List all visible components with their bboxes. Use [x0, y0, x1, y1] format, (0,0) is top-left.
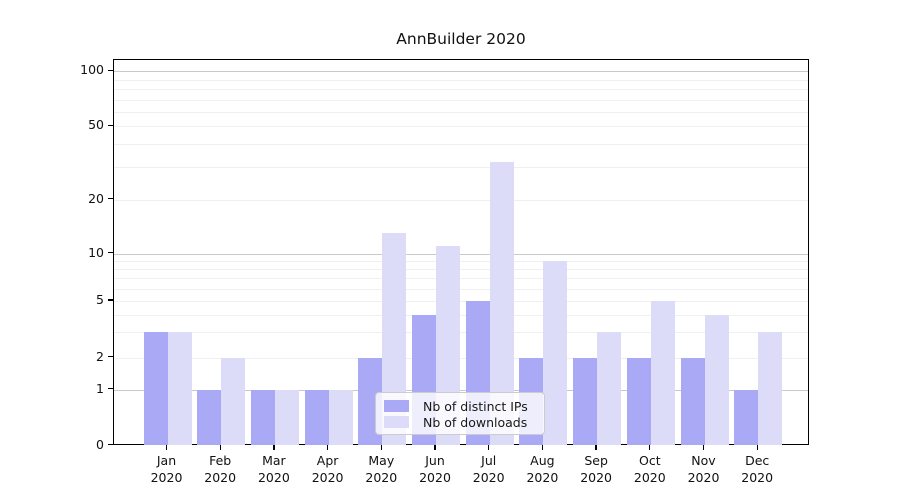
x-tick-mark [434, 445, 436, 450]
bar-distinct-ips-feb [197, 389, 222, 445]
x-tick-mark [326, 445, 329, 450]
y-tick-label: 5 [96, 292, 104, 307]
x-tick-mark [649, 445, 651, 450]
y-tick-label: 0 [96, 436, 104, 452]
y-tick-label: 20 [88, 190, 104, 206]
bar-distinct-ips-oct [626, 357, 651, 445]
x-tick-label: Dec 2020 [727, 452, 787, 486]
x-tick-label-year: 2020 [311, 470, 344, 485]
y-tick-mark [108, 355, 113, 358]
y-tick-mark [108, 443, 113, 446]
x-tick-mark [219, 445, 221, 450]
bar-downloads-feb [221, 357, 246, 445]
gridline-minor [114, 79, 808, 81]
x-tick-mark [702, 445, 705, 450]
bar-downloads-jan [167, 332, 192, 445]
bar-downloads-sep [597, 332, 622, 445]
bar-downloads-dec [758, 332, 783, 445]
bar-downloads-nov [704, 314, 729, 445]
x-tick-mark [165, 445, 168, 450]
x-tick-label-year: 2020 [580, 470, 612, 485]
gridline-minor [114, 260, 808, 262]
x-tick-label: Jun 2020 [405, 452, 465, 486]
y-tick-label: 100 [80, 62, 104, 78]
x-tick-label-year: 2020 [365, 470, 398, 485]
gridline-minor [114, 89, 808, 90]
x-tick-label: Apr 2020 [298, 452, 358, 486]
y-tick-mark [108, 197, 113, 200]
legend-item-distinct-ips: Nb of distinct IPs [384, 398, 536, 414]
bar-distinct-ips-apr [304, 389, 329, 445]
x-tick-label: Feb 2020 [190, 452, 250, 486]
x-tick-label-year: 2020 [741, 470, 774, 485]
x-tick-mark [273, 445, 275, 450]
x-tick-mark [595, 445, 597, 450]
plot-area [113, 59, 809, 445]
y-tick-label: 50 [88, 117, 104, 133]
x-tick-label-year: 2020 [419, 470, 451, 485]
x-tick-label: Jul 2020 [459, 452, 519, 486]
y-tick-mark [108, 69, 113, 71]
bar-distinct-ips-dec [734, 389, 759, 445]
x-tick-label-year: 2020 [472, 470, 505, 485]
x-tick-mark [488, 445, 490, 450]
x-tick-mark [380, 445, 382, 450]
gridline-minor [114, 288, 808, 290]
bar-downloads-aug [543, 260, 568, 445]
gridline-minor [114, 314, 808, 316]
y-tick-label: 1 [96, 380, 104, 396]
legend-label-downloads: Nb of downloads [423, 414, 528, 430]
x-tick-label-year: 2020 [150, 470, 183, 485]
gridline-minor [114, 277, 808, 279]
bar-downloads-apr [328, 389, 353, 445]
x-tick-label: Mar 2020 [244, 452, 304, 486]
gridline-major [114, 253, 808, 255]
gridline-minor [114, 99, 808, 101]
x-tick-mark [541, 445, 544, 450]
bar-distinct-ips-mar [250, 389, 275, 445]
y-tick-label: 10 [88, 244, 104, 260]
legend-item-downloads: Nb of downloads [384, 414, 536, 430]
gridline-minor [114, 167, 808, 169]
gridline-minor [114, 111, 808, 113]
bar-downloads-oct [650, 301, 675, 445]
y-tick-mark [108, 299, 113, 301]
y-tick-mark [108, 251, 113, 254]
gridline-major [114, 389, 808, 391]
y-tick-mark [108, 387, 113, 390]
legend: Nb of distinct IPs Nb of downloads [375, 392, 545, 435]
x-tick-label-year: 2020 [204, 470, 237, 485]
bar-distinct-ips-nov [680, 357, 705, 445]
x-tick-label-year: 2020 [687, 470, 720, 485]
x-tick-label: Oct 2020 [620, 452, 680, 486]
chart-title: AnnBuilder 2020 [396, 30, 526, 48]
x-tick-label-year: 2020 [257, 470, 290, 485]
gridline-minor [114, 144, 808, 146]
x-tick-label-year: 2020 [633, 470, 666, 485]
gridline-minor [114, 126, 808, 128]
x-tick-label: May 2020 [351, 452, 411, 486]
gridline-major [114, 71, 808, 73]
bar-distinct-ips-sep [573, 357, 598, 445]
gridline-minor [114, 357, 808, 359]
x-tick-label-year: 2020 [526, 470, 559, 485]
x-tick-label: Jan 2020 [137, 452, 197, 486]
gridline-minor [114, 199, 808, 201]
x-tick-label: Aug 2020 [512, 452, 572, 486]
x-tick-mark [756, 445, 758, 450]
legend-swatch-downloads [384, 416, 409, 428]
y-tick-mark [108, 124, 113, 126]
x-tick-label: Nov 2020 [674, 452, 734, 486]
bar-downloads-mar [274, 389, 299, 445]
legend-label-distinct-ips: Nb of distinct IPs [423, 398, 528, 414]
gridline-minor [114, 332, 808, 334]
y-tick-label: 2 [96, 348, 104, 364]
bar-distinct-ips-jan [143, 332, 168, 445]
gridline-minor [114, 268, 808, 270]
gridline-minor [114, 301, 808, 302]
legend-swatch-distinct-ips [384, 400, 409, 412]
x-tick-label: Sep 2020 [566, 452, 626, 486]
